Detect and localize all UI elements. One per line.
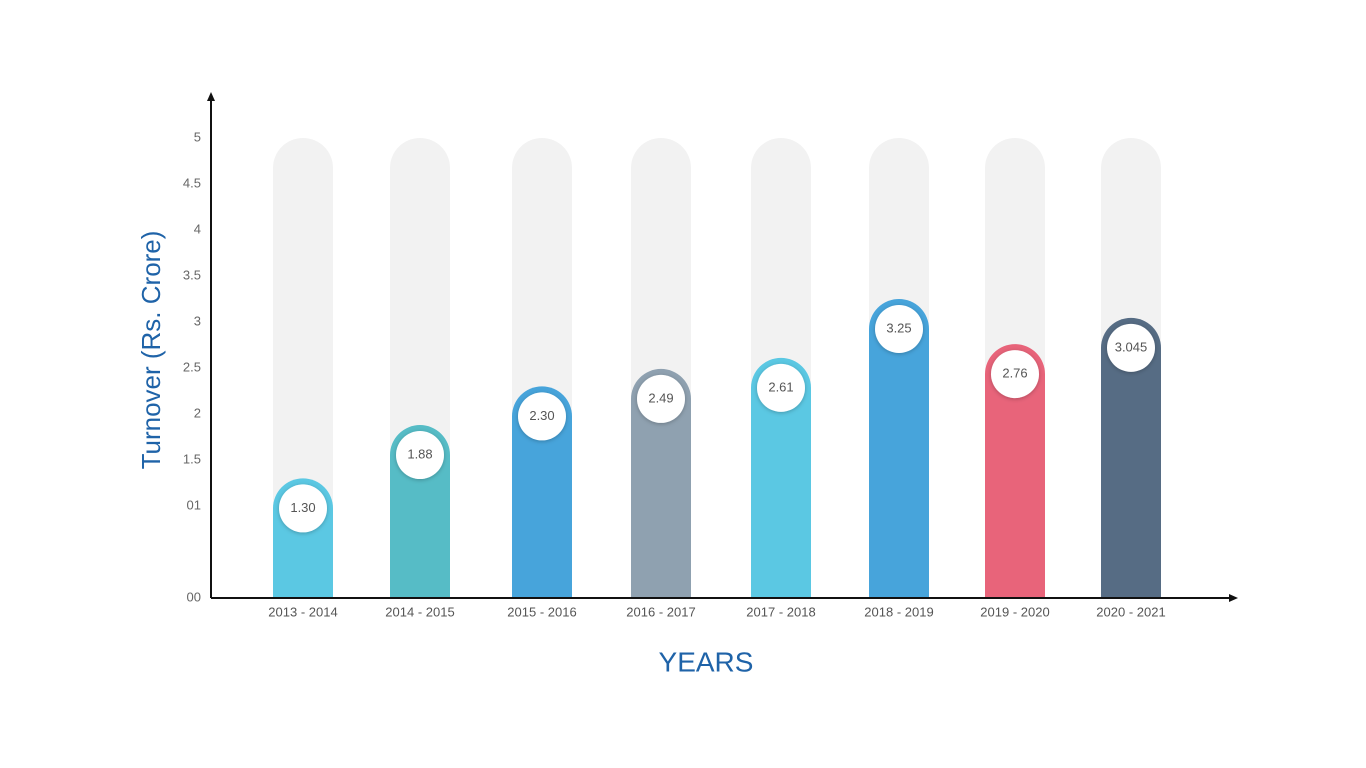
y-tick-labels: 00 01 1.5 2 2.5 3 3.5 4 4.5 5 bbox=[183, 129, 201, 604]
axes bbox=[207, 92, 1238, 602]
data-label: 3.25 bbox=[886, 320, 911, 335]
value-bubble bbox=[518, 392, 566, 441]
x-tick-label: 2019 - 2020 bbox=[980, 604, 1049, 619]
x-tick-label: 2018 - 2019 bbox=[864, 604, 933, 619]
data-label: 2.49 bbox=[648, 390, 673, 405]
y-tick-label: 3 bbox=[194, 313, 201, 328]
x-tick-label: 2017 - 2018 bbox=[746, 604, 815, 619]
y-tick-label: 4 bbox=[194, 221, 201, 236]
x-tick-labels: 2013 - 2014 2014 - 2015 2015 - 2016 2016 - … bbox=[268, 604, 1165, 619]
y-tick-label: 4.5 bbox=[183, 175, 201, 190]
y-tick-label: 01 bbox=[187, 497, 201, 512]
y-tick-label: 2 bbox=[194, 405, 201, 420]
x-tick-label: 2014 - 2015 bbox=[385, 604, 454, 619]
y-tick-label: 00 bbox=[187, 589, 201, 604]
value-bubble bbox=[279, 484, 327, 533]
value-bubble bbox=[637, 374, 685, 423]
data-label: 2.76 bbox=[1002, 366, 1027, 381]
bar bbox=[1101, 317, 1161, 598]
data-label: 1.30 bbox=[290, 500, 315, 515]
bar bbox=[751, 357, 811, 598]
y-tick-label: 3.5 bbox=[183, 267, 201, 282]
bar bbox=[631, 368, 691, 598]
y-axis-label: Turnover (Rs. Crore) bbox=[136, 231, 166, 470]
data-label: 1.88 bbox=[407, 446, 432, 461]
value-bubble bbox=[991, 350, 1039, 399]
x-tick-label: 2016 - 2017 bbox=[626, 604, 695, 619]
x-axis-arrow bbox=[1229, 594, 1238, 602]
y-tick-label: 2.5 bbox=[183, 359, 201, 374]
x-tick-label: 2013 - 2014 bbox=[268, 604, 337, 619]
value-bubble bbox=[1107, 323, 1155, 372]
y-axis-arrow bbox=[207, 92, 215, 101]
bar bbox=[869, 299, 929, 598]
x-tick-label: 2020 - 2021 bbox=[1096, 604, 1165, 619]
y-tick-label: 1.5 bbox=[183, 451, 201, 466]
data-label: 2.30 bbox=[529, 408, 554, 423]
data-label: 2.61 bbox=[768, 379, 793, 394]
y-tick-label: 5 bbox=[194, 129, 201, 144]
value-bubble bbox=[757, 363, 805, 412]
bar bbox=[985, 344, 1045, 598]
value-bubble bbox=[875, 305, 923, 353]
value-bubbles: 1.30 1.88 2.30 2.49 2.61 3.25 2.76 3.045 bbox=[279, 305, 1155, 533]
x-axis-label: YEARS bbox=[659, 646, 754, 677]
bar bbox=[512, 386, 572, 598]
value-bubble bbox=[396, 431, 444, 480]
x-tick-label: 2015 - 2016 bbox=[507, 604, 576, 619]
data-label: 3.045 bbox=[1115, 339, 1148, 354]
